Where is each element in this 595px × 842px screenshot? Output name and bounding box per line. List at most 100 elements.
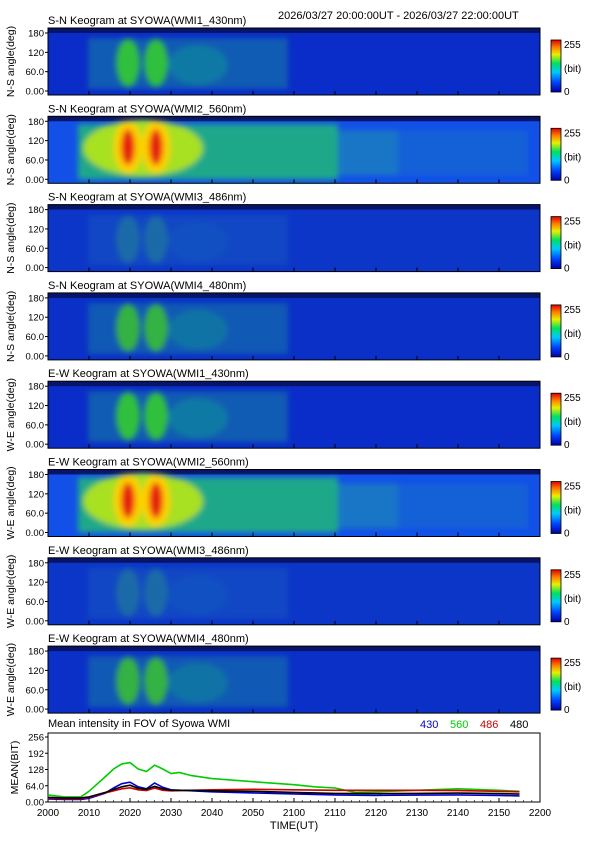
ylabel: N-S angle(deg) [5, 291, 17, 362]
colorbar-unit-label: (bit) [564, 241, 581, 252]
ylabel: N-S angle(deg) [5, 114, 17, 185]
keogram-top-band [48, 646, 540, 652]
plot-xtick-label: 2050 [242, 808, 265, 819]
ytick-label: 120 [28, 489, 44, 500]
ytick-label: 180 [28, 117, 44, 128]
aurora-emission [88, 567, 288, 619]
colorbar-min-label: 0 [564, 529, 570, 540]
ytick-label: 180 [28, 293, 44, 304]
ytick-label: 120 [28, 48, 44, 59]
series-line-560 [47, 761, 520, 798]
ytick-label: 60.0 [26, 155, 45, 166]
ytick-label: 180 [28, 205, 44, 216]
colorbar-max-label: 255 [564, 570, 581, 581]
colorbar-unit-label: (bit) [564, 682, 581, 693]
ytick-label: 0.00 [26, 351, 45, 362]
ytick-label: 120 [28, 666, 44, 677]
ylabel: N-S angle(deg) [5, 26, 17, 97]
colorbar [550, 216, 562, 270]
colorbar-unit-label: (bit) [564, 329, 581, 340]
colorbar-min-label: 0 [564, 87, 570, 98]
ytick-label: 120 [28, 578, 44, 589]
ytick-label: 60.0 [26, 332, 45, 343]
ylabel: W-E angle(deg) [5, 378, 17, 451]
plot-xtick-label: 2140 [447, 808, 470, 819]
ytick-label: 180 [28, 470, 44, 481]
keogram-top-band [48, 292, 540, 298]
plot-xtick-label: 2150 [488, 808, 511, 819]
colorbar-max-label: 255 [564, 128, 581, 139]
ytick-label: 60.0 [26, 597, 45, 608]
colorbar [550, 304, 562, 358]
panel-title: E-W Keogram at SYOWA(WMI4_480nm) [48, 633, 249, 645]
ytick-label: 120 [28, 313, 44, 324]
panel-title: S-N Keogram at SYOWA(WMI3_486nm) [48, 192, 246, 204]
plot-xtick-label: 2040 [201, 808, 224, 819]
plot-xtick-label: 2120 [365, 808, 388, 819]
ylabel: N-S angle(deg) [5, 202, 17, 273]
colorbar-min-label: 0 [564, 705, 570, 716]
colorbar [550, 569, 562, 623]
legend-label-486: 486 [480, 719, 498, 731]
plot-xtick-label: 2130 [406, 808, 429, 819]
ytick-label: 120 [28, 401, 44, 412]
colorbar-unit-label: (bit) [564, 64, 581, 75]
panel-title: S-N Keogram at SYOWA(WMI4_480nm) [48, 280, 246, 292]
legend-label-480: 480 [510, 719, 528, 731]
colorbar-max-label: 255 [564, 658, 581, 669]
keogram-top-band [48, 469, 540, 475]
ytick-label: 180 [28, 382, 44, 393]
plot-ytick-label: 128 [28, 765, 44, 776]
ylabel: W-E angle(deg) [5, 643, 17, 716]
ytick-label: 0.00 [26, 440, 45, 451]
panel-title: E-W Keogram at SYOWA(WMI1_430nm) [48, 368, 249, 380]
ytick-label: 60.0 [26, 509, 45, 520]
plot-xtick-label: 2010 [78, 808, 101, 819]
colorbar-min-label: 0 [564, 617, 570, 628]
keogram-panel: E-W Keogram at SYOWA(WMI3_486nm) 180 120 60… [5, 545, 581, 628]
ytick-label: 60.0 [26, 244, 45, 255]
plot-xtick-label: 2100 [283, 808, 306, 819]
panel-title: S-N Keogram at SYOWA(WMI2_560nm) [48, 103, 246, 115]
aurora-emission [88, 214, 288, 266]
keogram-panel: E-W Keogram at SYOWA(WMI2_560nm) 180 120 60… [5, 457, 581, 540]
colorbar [550, 127, 562, 181]
series-line-480 [47, 784, 520, 799]
colorbar-unit-label: (bit) [564, 594, 581, 605]
plot-xtick-label: 2110 [324, 808, 346, 819]
ytick-label: 0.00 [26, 528, 45, 539]
ytick-label: 180 [28, 558, 44, 569]
colorbar-max-label: 255 [564, 40, 581, 51]
plot-ytick-label: 192 [28, 749, 44, 760]
ytick-label: 180 [28, 29, 44, 40]
keogram-top-band [48, 381, 540, 387]
ytick-label: 0.00 [26, 616, 45, 627]
aurora-emission [88, 302, 288, 354]
keogram-panel: E-W Keogram at SYOWA(WMI1_430nm) 180 120 60… [5, 368, 581, 451]
ytick-label: 0.00 [26, 87, 45, 98]
keogram-panel: S-N Keogram at SYOWA(WMI4_480nm) 180 120 60… [5, 280, 581, 363]
ylabel: W-E angle(deg) [5, 466, 17, 539]
panel-title: E-W Keogram at SYOWA(WMI3_486nm) [48, 545, 249, 557]
plot-xlabel: TIME(UT) [270, 820, 318, 832]
panel-title: S-N Keogram at SYOWA(WMI1_430nm) [48, 15, 246, 27]
keogram-top-band [48, 204, 540, 210]
legend-label-430: 430 [420, 719, 438, 731]
keogram-top-band [48, 28, 540, 33]
mean-intensity-plot: Mean intensity in FOV of Syowa WMI 430 560… [9, 718, 552, 832]
colorbar-min-label: 0 [564, 264, 570, 275]
aurora-emission [88, 38, 288, 89]
ytick-label: 120 [28, 224, 44, 235]
ytick-label: 180 [28, 647, 44, 658]
plot-ylabel: MEAN(BIT) [9, 741, 21, 795]
keogram-panels: S-N Keogram at SYOWA(WMI1_430nm) 180 120 60… [5, 15, 581, 716]
ytick-label: 0.00 [26, 705, 45, 716]
plot-ytick-label: 0.00 [26, 798, 45, 809]
colorbar [550, 657, 562, 711]
legend-label-560: 560 [450, 719, 468, 731]
colorbar [550, 392, 562, 446]
colorbar-unit-label: (bit) [564, 152, 581, 163]
plot-ytick-label: 256 [28, 733, 44, 744]
aurora-emission [88, 656, 288, 708]
